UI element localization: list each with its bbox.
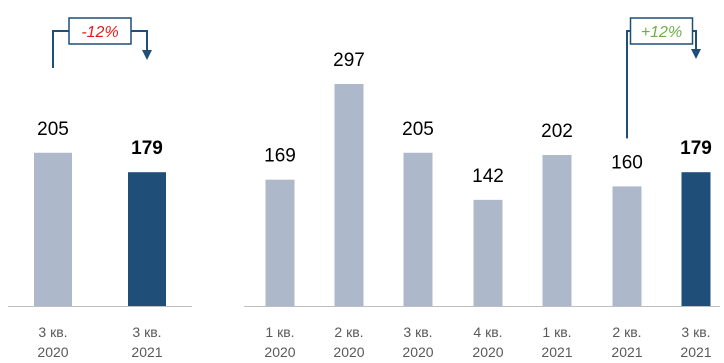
x-tick-label: 2021 (541, 344, 572, 358)
x-tick-label: 1 кв. (265, 324, 294, 340)
data-label: 202 (541, 121, 573, 142)
change-label: -12% (81, 24, 118, 41)
data-label: 142 (472, 166, 504, 187)
bar (128, 172, 166, 306)
change-badge (68, 17, 132, 45)
bar (542, 155, 572, 306)
data-label: 179 (131, 138, 163, 159)
x-tick-label: 2020 (333, 344, 364, 358)
bar (34, 152, 72, 306)
data-label: 205 (37, 119, 69, 140)
chart-panel-1: 205 3 кв. 2020 179 3 кв. 2021 -12% (8, 17, 192, 360)
x-tick-label: 3 кв. (132, 324, 161, 340)
x-tick-label: 2020 (472, 344, 503, 358)
change-connector (626, 30, 697, 139)
data-label: 297 (333, 50, 365, 71)
x-tick-label: 1 кв. (542, 324, 571, 340)
bar (473, 199, 503, 306)
data-label: 160 (611, 152, 643, 173)
x-tick-label: 2 кв. (612, 324, 641, 340)
data-label: 205 (402, 119, 434, 140)
bar (334, 84, 364, 306)
arrow-head-icon (691, 49, 701, 59)
data-label: 179 (680, 138, 712, 159)
bar (612, 186, 642, 306)
x-tick-label: 4 кв. (473, 324, 502, 340)
x-tick-label: 2020 (402, 344, 433, 358)
data-label: 169 (264, 146, 296, 167)
chart-panel-2: 169 1 кв. 2020 297 2 кв. 2020 205 3 кв. 2020 142 4… (244, 17, 720, 360)
x-tick-label: 2 кв. (334, 324, 363, 340)
x-tick-label: 2020 (264, 344, 295, 358)
x-tick-label: 2021 (131, 344, 162, 358)
bar (265, 179, 295, 306)
x-tick-label: 3 кв. (681, 324, 710, 340)
bar (681, 172, 711, 306)
arrow-head-icon (142, 50, 152, 60)
x-tick-label: 2021 (680, 344, 711, 358)
x-tick-label: 3 кв. (403, 324, 432, 340)
change-label: +12% (641, 24, 682, 41)
x-tick-label: 3 кв. (38, 324, 67, 340)
x-tick-label: 2021 (611, 344, 642, 358)
x-tick-label: 2020 (37, 344, 68, 358)
change-badge (629, 17, 694, 45)
bar (403, 152, 433, 306)
